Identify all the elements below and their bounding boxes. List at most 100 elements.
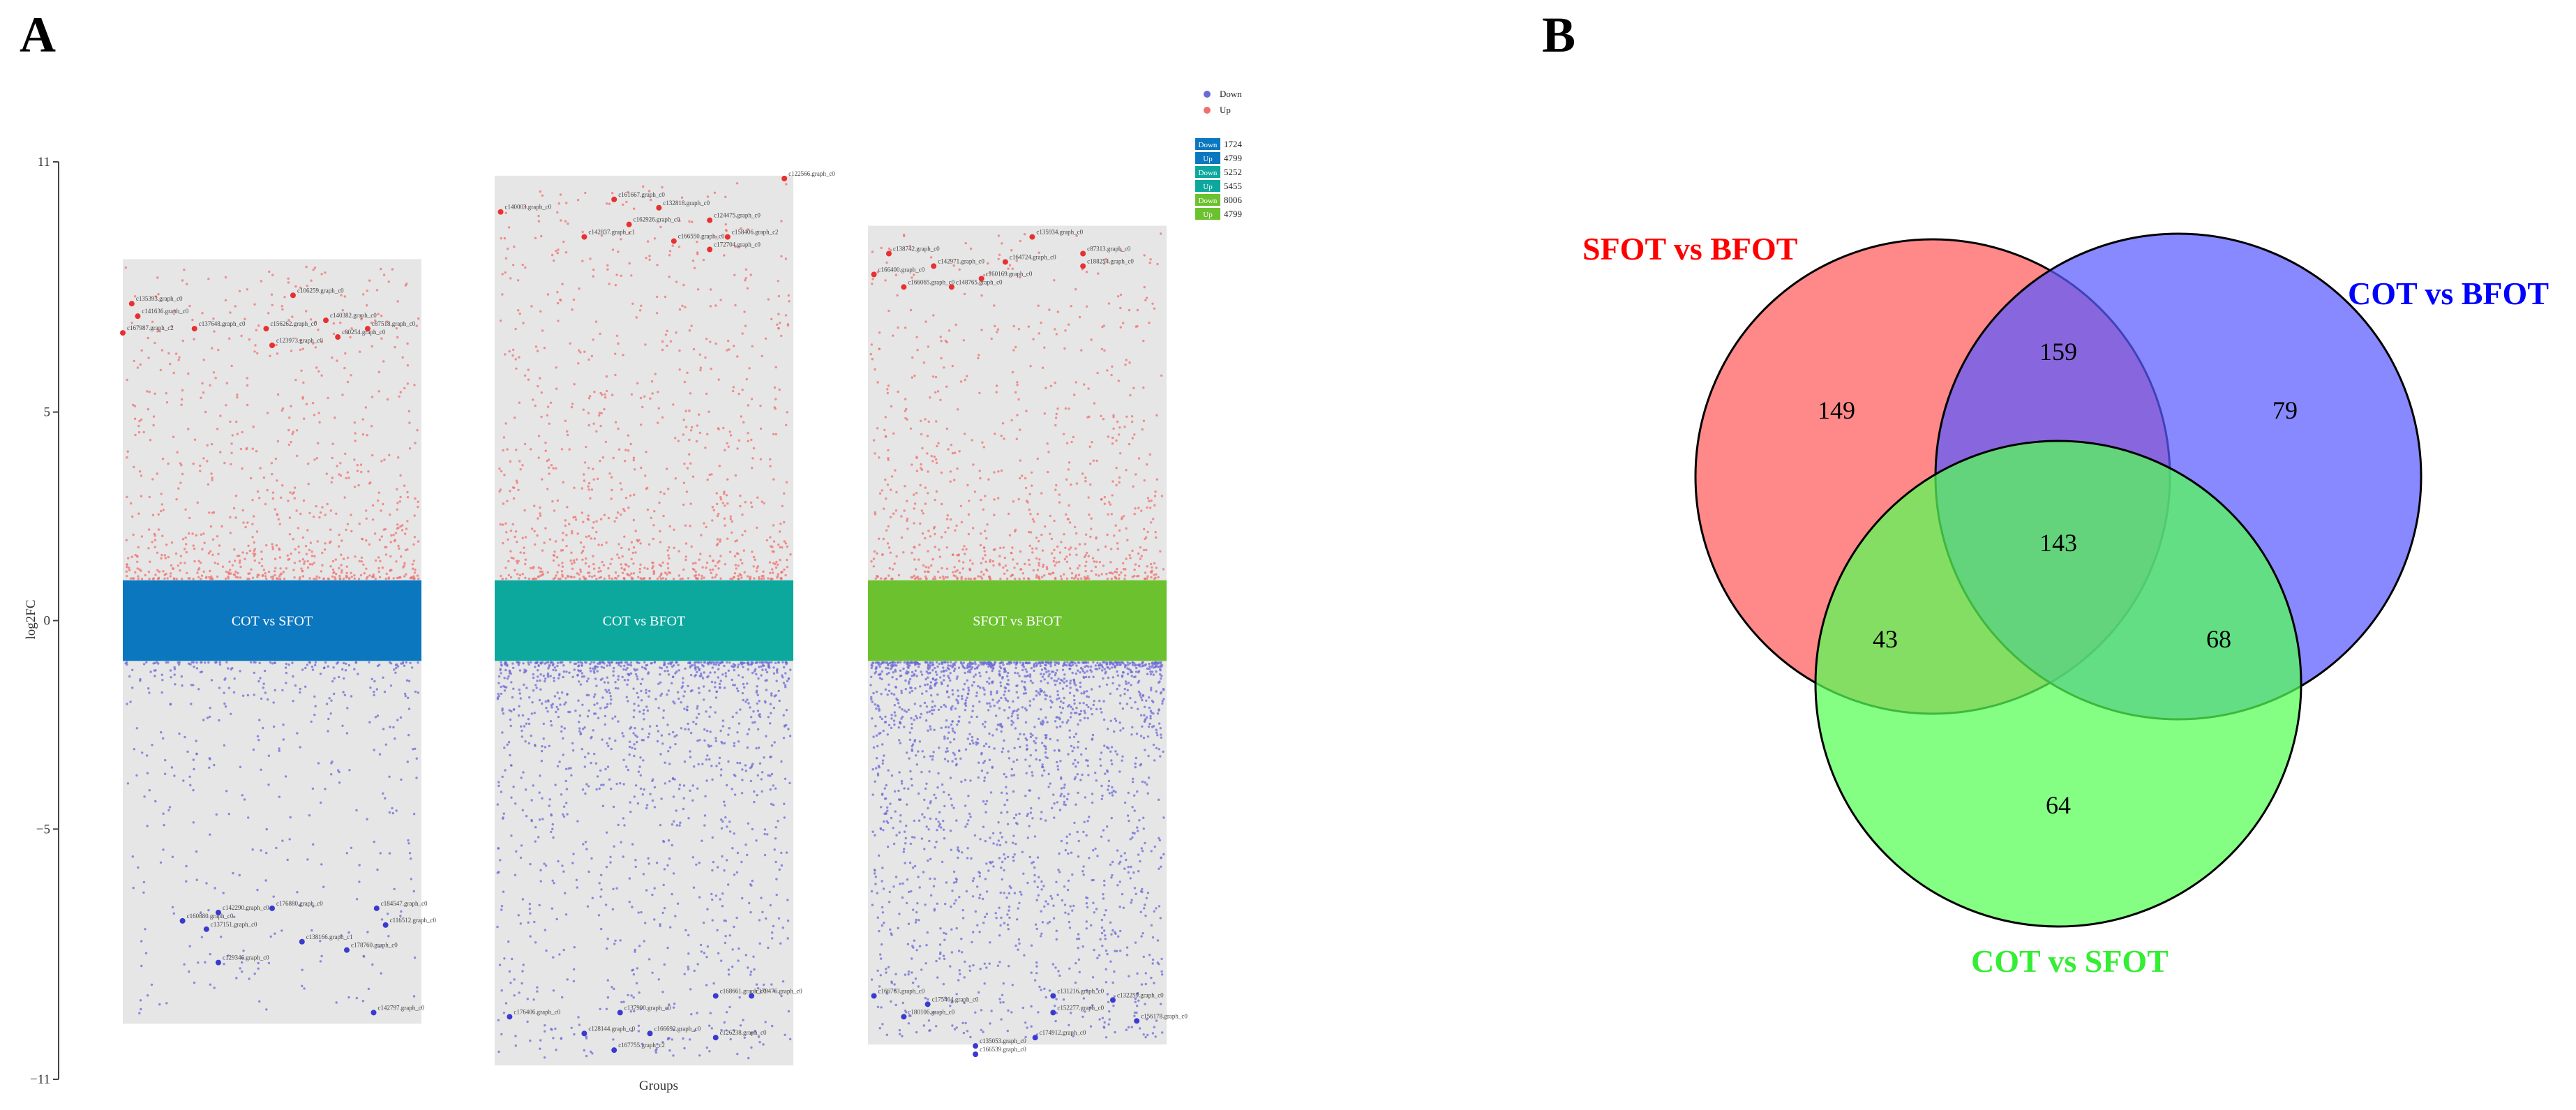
gene-point [906,519,908,523]
gene-point [286,554,289,557]
gene-point [772,672,776,675]
gene-point [565,202,568,204]
gene-point [1075,664,1078,667]
gene-point [571,403,574,405]
gene-point [190,661,193,663]
gene-point [1063,573,1065,576]
gene-point [612,1038,615,1041]
gene-point [1042,721,1045,724]
gene-point [144,928,147,931]
gene-point [697,573,701,576]
gene-point [598,787,601,790]
gene-point [514,535,516,539]
gene-point [501,731,504,734]
gene-point [898,1028,901,1032]
gene-point [1084,543,1087,546]
gene-point [613,520,616,523]
gene-point [264,691,267,694]
gene-point [712,982,715,985]
gene-point [1151,958,1155,961]
gene-point [714,711,717,714]
gene-point [542,674,545,677]
gene-point [698,691,701,694]
gene-point [192,463,195,465]
gene-point [749,273,752,276]
gene-point [1028,508,1031,511]
gene-point [246,521,249,524]
gene-point [526,998,529,1000]
gene-point [991,560,995,563]
gene-point [968,569,972,571]
gene-point [1077,573,1081,576]
gene-point [664,761,666,764]
gene-point [707,410,710,413]
gene-point [330,762,333,765]
gene-point [620,274,622,277]
gene-point [673,546,675,549]
gene-point [885,497,888,500]
gene-point [647,857,650,860]
gene-point [375,688,378,691]
gene-point [1012,349,1015,352]
gene-point [785,183,788,186]
gene-point [656,295,659,299]
gene-point [541,573,544,576]
gene-point [543,1056,546,1059]
gene-point [209,983,212,986]
gene-point [306,858,309,861]
gene-point [214,661,218,663]
gene-point [608,577,611,580]
gene-point [719,496,722,499]
gene-point [1070,705,1073,708]
gene-point [272,725,276,728]
gene-point [753,577,756,580]
gene-point [347,477,350,479]
gene-point [694,666,697,669]
gene-point [1149,507,1152,509]
gene-point [642,873,645,876]
gene-point [743,310,746,313]
gene-point [585,445,587,449]
labeled-gene-point [611,1047,617,1053]
gene-point [734,474,737,477]
gene-point [377,556,380,559]
gene-point [605,865,608,869]
gene-point [165,543,168,546]
gene-point [943,674,945,677]
gene-point [587,571,590,574]
gene-point [1151,302,1154,305]
gene-point [695,723,698,726]
gene-point [1061,721,1064,723]
gene-point [773,741,776,744]
gene-point [253,559,256,562]
gene-point [583,765,586,768]
gene-point [555,556,559,559]
gene-point [581,487,583,490]
gene-point [587,358,590,361]
gene-point [706,754,709,757]
gene-point [125,570,128,573]
gene-point [719,729,722,733]
gene-point [412,543,415,546]
gene-point [292,700,294,703]
gene-point [245,448,248,451]
gene-point [503,689,507,692]
gene-point [700,661,703,664]
y-tick-label: −5 [36,822,50,837]
gene-point [648,689,651,693]
gene-point [653,237,657,240]
gene-point [308,814,311,817]
gene-point [951,720,954,723]
gene-point [938,555,942,558]
gene-point [759,405,762,407]
gene-point [275,544,278,547]
gene-point [539,190,542,193]
gene-point [519,856,523,860]
gene-point [641,728,644,730]
gene-point [742,662,744,665]
gene-point [1028,563,1031,566]
gene-point [534,684,537,687]
gene-point [147,994,149,997]
gene-point [1062,998,1065,1001]
gene-point [1011,546,1014,549]
